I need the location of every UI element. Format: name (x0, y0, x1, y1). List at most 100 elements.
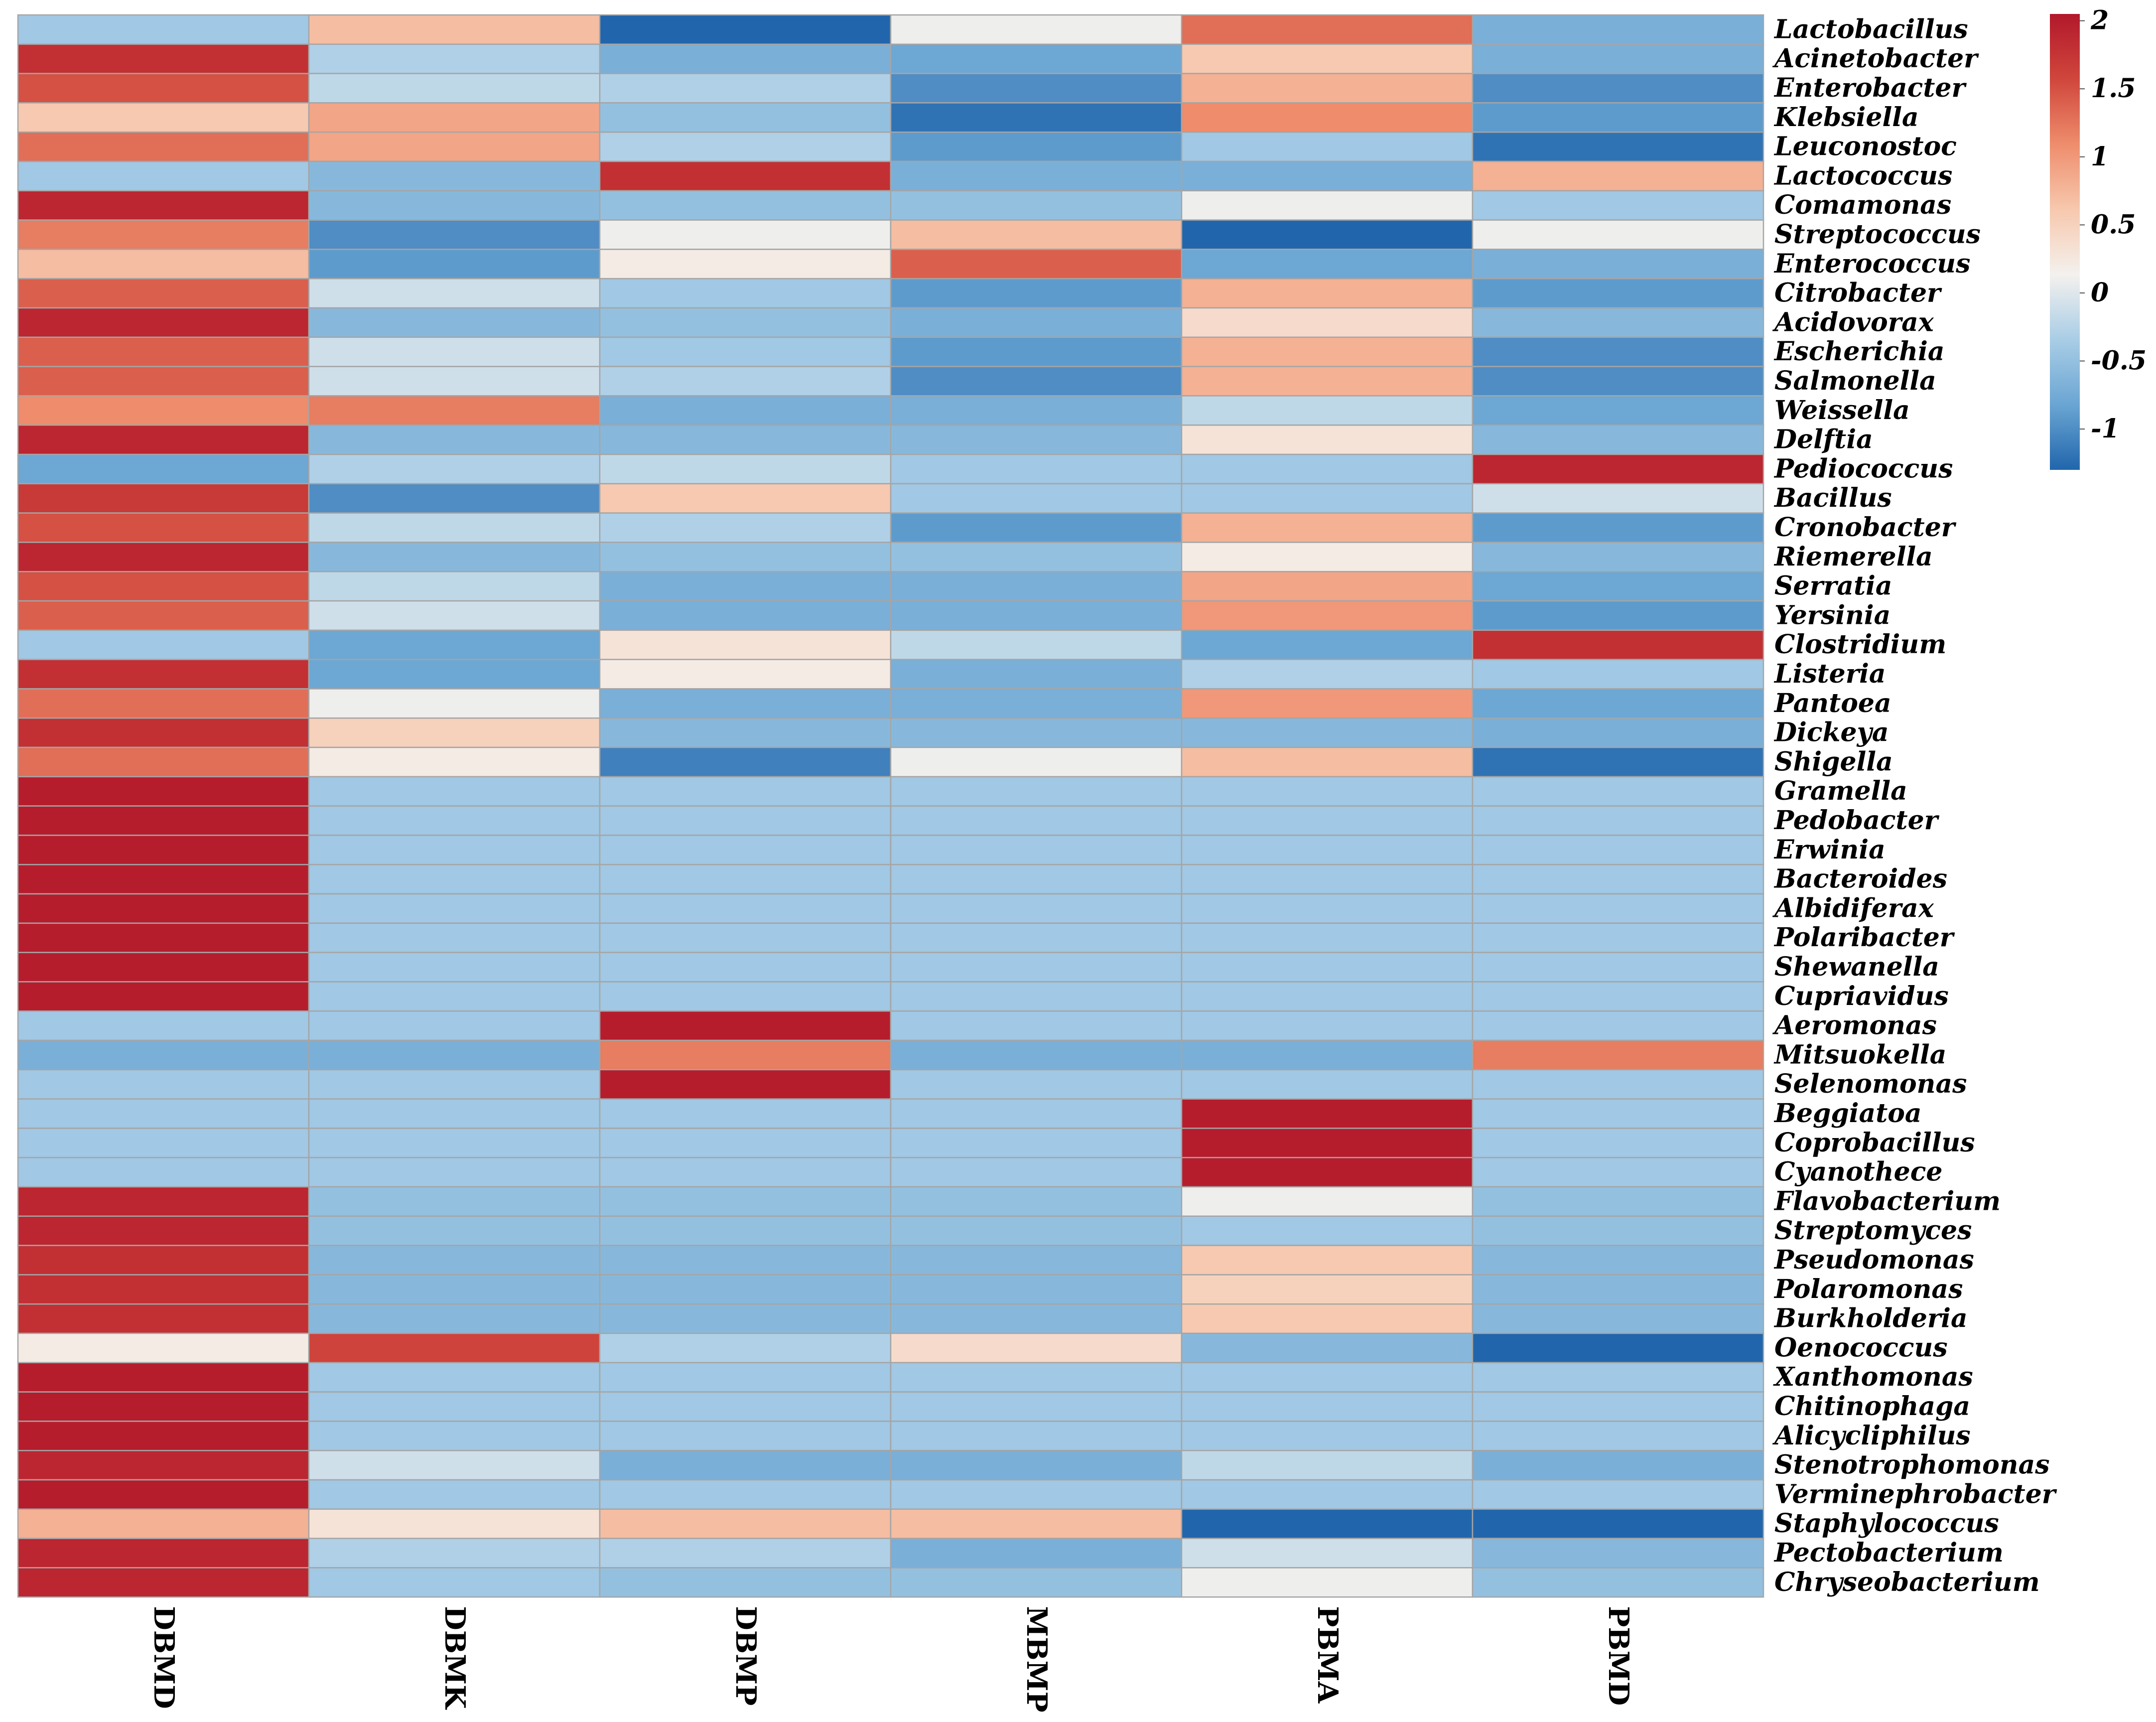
heatmap-cell (1472, 893, 1764, 924)
heatmap-cell (308, 102, 601, 133)
heatmap-cell (1472, 922, 1764, 953)
row-label: Albidiferax (1772, 893, 1934, 923)
heatmap-cell (17, 600, 310, 631)
heatmap-cell (17, 981, 310, 1012)
heatmap-cell (890, 1567, 1183, 1598)
heatmap-cell (308, 629, 601, 660)
heatmap-cell (890, 1449, 1183, 1481)
heatmap-cell (1472, 131, 1764, 162)
row-label: Leuconostoc (1773, 132, 1957, 162)
heatmap-cell (1472, 1449, 1764, 1481)
heatmap-cell (1181, 863, 1474, 895)
heatmap-cell (17, 1069, 310, 1100)
heatmap-cell (1181, 1156, 1474, 1188)
heatmap-cell (599, 1391, 892, 1422)
heatmap-cell (599, 1332, 892, 1364)
heatmap-cell (1181, 453, 1474, 485)
heatmap-cell (599, 893, 892, 924)
heatmap-cell (599, 102, 892, 133)
heatmap-cell (1472, 307, 1764, 338)
heatmap-cell (1472, 659, 1764, 690)
heatmap-cell (890, 1186, 1183, 1217)
heatmap-cell (1181, 1449, 1474, 1481)
heatmap-cell (1181, 835, 1474, 865)
heatmap-cell (890, 336, 1183, 367)
row-label: Salmonella (1774, 366, 1936, 396)
heatmap-cell (308, 1069, 601, 1100)
row-label: Erwinia (1773, 835, 1886, 865)
heatmap-cell (890, 43, 1183, 74)
heatmap-cell (308, 863, 601, 895)
heatmap-cell (308, 600, 601, 631)
row-label: Bacteroides (1773, 864, 1947, 894)
heatmap-cell (17, 190, 310, 221)
heatmap-cell (1181, 190, 1474, 221)
row-labels: LactobacillusAcinetobacterEnterobacterKl… (1772, 14, 2057, 1597)
heatmap-cell (1181, 73, 1474, 104)
heatmap-cell (890, 160, 1183, 192)
heatmap-cell (308, 512, 601, 543)
heatmap-cell (17, 1156, 310, 1188)
heatmap-cell (1181, 1010, 1474, 1041)
row-label: Clostridium (1774, 629, 1946, 660)
heatmap-cell (599, 746, 892, 778)
heatmap-cell (599, 805, 892, 836)
heatmap-cell (1181, 278, 1474, 309)
heatmap-cell (1472, 512, 1764, 543)
heatmap-cell (308, 922, 601, 953)
heatmap-cell (1472, 1362, 1764, 1393)
heatmap-cell (1181, 1128, 1474, 1158)
heatmap-cell (17, 1479, 310, 1510)
heatmap-cell (1472, 571, 1764, 602)
heatmap-cell (308, 366, 601, 397)
heatmap-cell (308, 14, 601, 45)
heatmap-cell (17, 131, 310, 162)
heatmap-cell (1472, 1156, 1764, 1188)
heatmap-cell (1472, 249, 1764, 280)
heatmap-cell (1472, 73, 1764, 104)
heatmap-cell (308, 659, 601, 690)
heatmap-cell (1472, 952, 1764, 983)
heatmap-cell (1181, 1538, 1474, 1569)
row-label: Delftia (1773, 425, 1873, 455)
heatmap-cell (1181, 717, 1474, 748)
heatmap-cell (1472, 395, 1764, 426)
row-label: Pediococcus (1773, 453, 1953, 484)
heatmap-cell (17, 1362, 310, 1393)
heatmap-cell (1181, 952, 1474, 983)
heatmap-cell (17, 1391, 310, 1422)
heatmap-cell (890, 219, 1183, 250)
heatmap-cell (599, 307, 892, 338)
colorbar-tick-label: -0.5 (2091, 345, 2147, 376)
colorbar-gradient (2050, 14, 2080, 470)
heatmap-cell (890, 1362, 1183, 1393)
heatmap-cells (17, 14, 1764, 1598)
heatmap-cell (1472, 14, 1764, 45)
heatmap-cell (1181, 14, 1474, 45)
heatmap-cell (599, 922, 892, 953)
heatmap-cell (599, 1567, 892, 1598)
row-label: Citrobacter (1774, 278, 1942, 308)
heatmap-cell (599, 249, 892, 280)
heatmap-cell (1472, 1098, 1764, 1129)
heatmap-cell (308, 219, 601, 250)
heatmap-cell (890, 1156, 1183, 1188)
row-label: Gramella (1774, 776, 1907, 806)
row-label: Verminephrobacter (1774, 1479, 2057, 1509)
heatmap-cell (308, 190, 601, 221)
heatmap-cell (890, 1421, 1183, 1451)
row-label: Escherichia (1773, 336, 1945, 367)
row-label: Dickeya (1773, 718, 1889, 748)
heatmap-cell (17, 805, 310, 836)
colorbar-tick-label: -1 (2091, 414, 2120, 444)
heatmap-cell (599, 14, 892, 45)
heatmap-cell (599, 1039, 892, 1071)
heatmap-cell (890, 424, 1183, 455)
row-label: Mitsuokella (1773, 1039, 1946, 1070)
heatmap-cell (308, 805, 601, 836)
row-label: Streptomyces (1774, 1215, 1972, 1246)
heatmap-cell (890, 278, 1183, 309)
row-label: Streptococcus (1774, 219, 1981, 250)
heatmap-cell (890, 1479, 1183, 1510)
